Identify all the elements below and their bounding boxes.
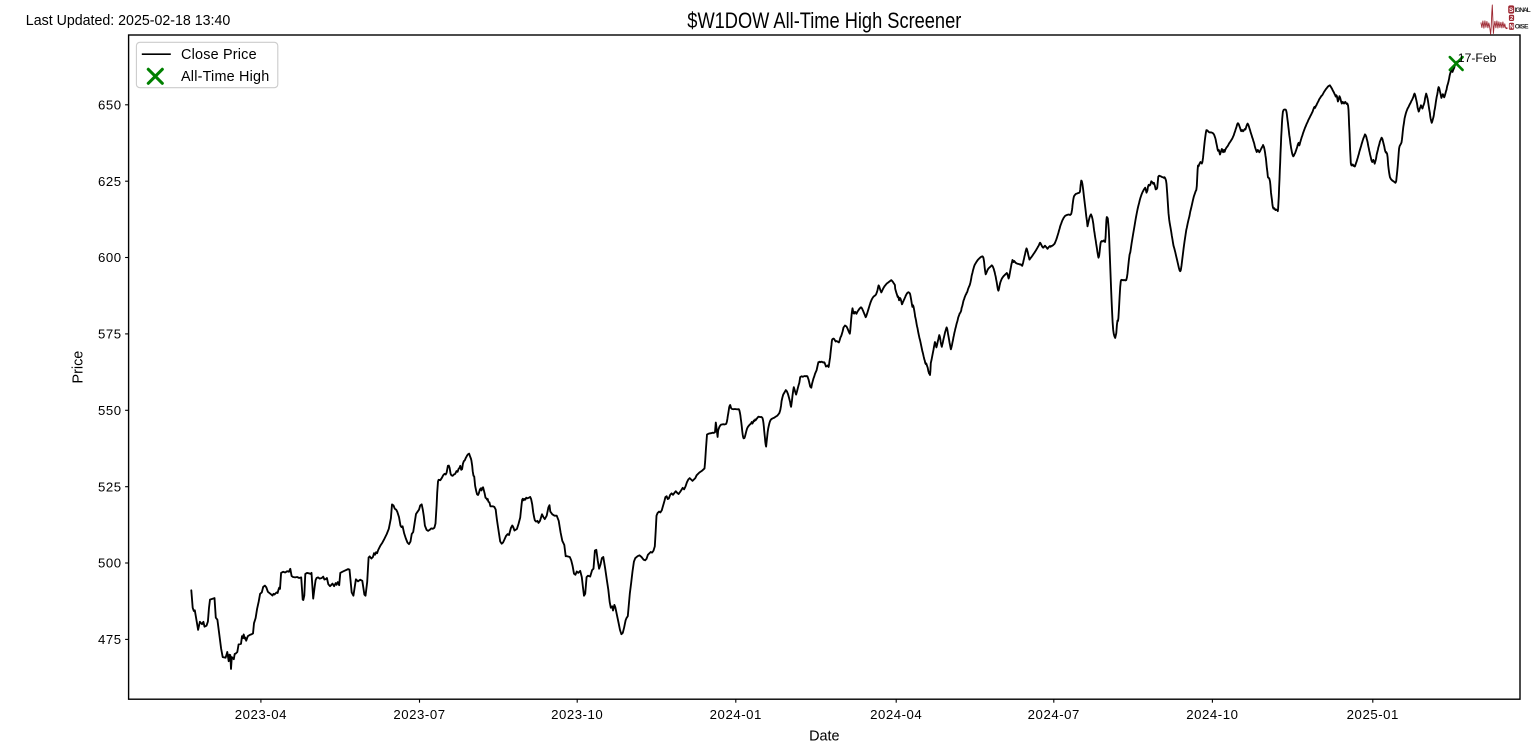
svg-text:500: 500 bbox=[98, 556, 122, 571]
svg-text:625: 625 bbox=[98, 174, 122, 189]
svg-text:2024-10: 2024-10 bbox=[1186, 707, 1238, 722]
svg-text:2024-01: 2024-01 bbox=[710, 707, 762, 722]
svg-text:575: 575 bbox=[98, 327, 122, 342]
svg-text:650: 650 bbox=[98, 98, 122, 113]
svg-text:Date: Date bbox=[809, 729, 839, 745]
svg-text:All-Time High: All-Time High bbox=[181, 69, 269, 85]
svg-text:600: 600 bbox=[98, 250, 122, 265]
svg-text:Last Updated: 2025-02-18 13:40: Last Updated: 2025-02-18 13:40 bbox=[26, 13, 231, 29]
svg-text:2023-04: 2023-04 bbox=[235, 707, 287, 722]
svg-text:S: S bbox=[1509, 7, 1514, 14]
svg-text:Price: Price bbox=[71, 351, 87, 384]
svg-text:Close Price: Close Price bbox=[181, 47, 257, 63]
svg-text:475: 475 bbox=[98, 632, 122, 647]
svg-text:OISE: OISE bbox=[1515, 24, 1529, 31]
svg-text:2023-07: 2023-07 bbox=[393, 707, 445, 722]
svg-text:$W1DOW All-Time High Screener: $W1DOW All-Time High Screener bbox=[687, 8, 961, 33]
svg-text:2023-10: 2023-10 bbox=[551, 707, 603, 722]
svg-text:2024-04: 2024-04 bbox=[870, 707, 922, 722]
svg-text:2025-01: 2025-01 bbox=[1347, 707, 1399, 722]
svg-text:N: N bbox=[1509, 25, 1513, 31]
svg-text:2024-07: 2024-07 bbox=[1028, 707, 1080, 722]
svg-text:2: 2 bbox=[1510, 16, 1513, 22]
svg-text:525: 525 bbox=[98, 479, 122, 494]
svg-text:550: 550 bbox=[98, 403, 122, 418]
svg-text:17-Feb: 17-Feb bbox=[1458, 51, 1497, 65]
svg-text:IGNAL: IGNAL bbox=[1515, 7, 1531, 14]
